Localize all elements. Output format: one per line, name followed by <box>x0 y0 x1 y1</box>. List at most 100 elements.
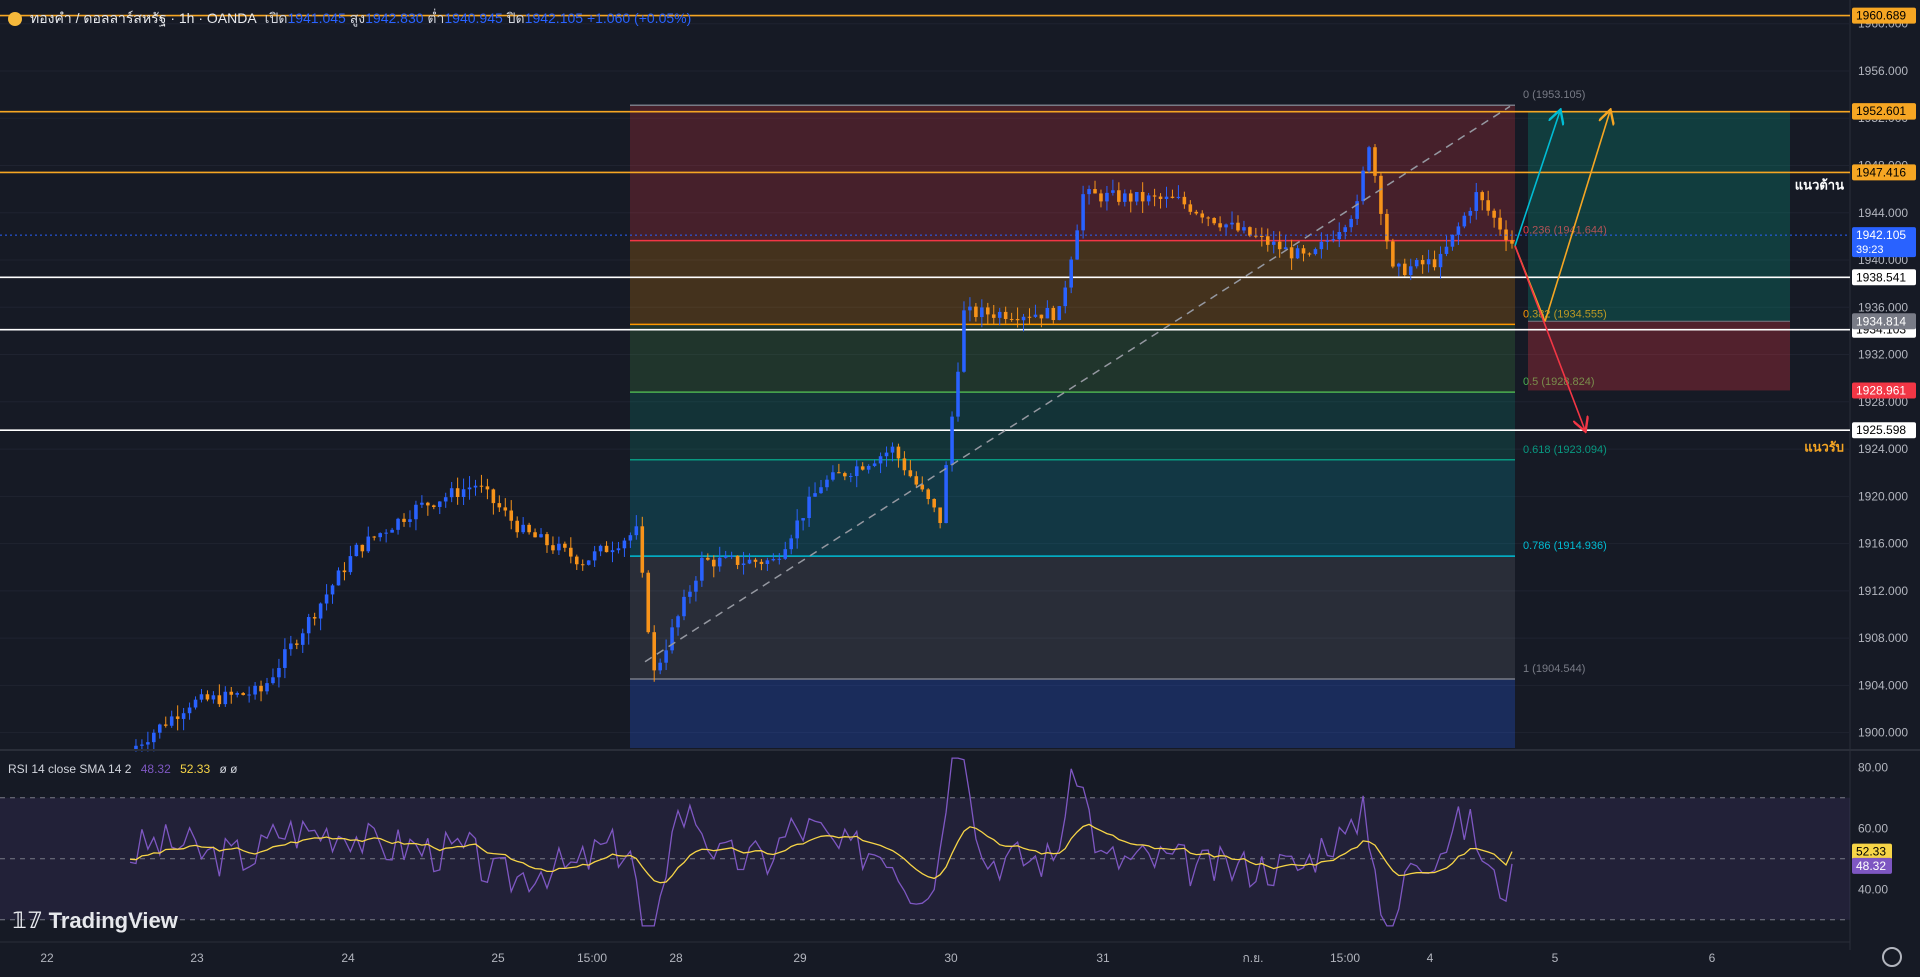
fib-level-label: 1 (1904.544) <box>1523 663 1585 675</box>
y-tick-label: 1932.000 <box>1858 348 1908 362</box>
candle-body <box>366 536 371 552</box>
candle-body <box>1128 193 1133 202</box>
candle-body <box>807 496 811 519</box>
level-badge <box>1852 269 1916 286</box>
candle-body <box>837 472 841 474</box>
candle-body <box>1212 217 1216 224</box>
y-tick-label: 1904.000 <box>1858 678 1908 692</box>
candle-body <box>1015 319 1020 321</box>
candle-body <box>950 416 954 466</box>
candle-body <box>1486 200 1490 211</box>
candle-body <box>545 534 549 546</box>
candle-body <box>1307 253 1312 255</box>
candle-body <box>354 544 359 557</box>
candle-body <box>1152 195 1157 197</box>
candle-body <box>574 556 579 565</box>
level-badge <box>1852 164 1916 181</box>
candle-body <box>890 446 895 453</box>
candle-body <box>271 677 275 684</box>
rsi-title[interactable]: RSI 14 close SMA 14 2 <box>8 762 132 776</box>
candle-body <box>1087 189 1091 195</box>
candle-body <box>1361 170 1365 202</box>
candle-body <box>682 596 686 617</box>
candle-body <box>1414 259 1419 267</box>
fib-zone-extension <box>630 678 1515 748</box>
candle-body <box>1492 210 1496 218</box>
candle-body <box>997 311 1002 318</box>
x-tick-label: 15:00 <box>577 951 607 965</box>
candle-body <box>878 456 883 464</box>
candle-body <box>1367 147 1371 171</box>
symbol-title[interactable]: ทองคำ / ดอลลาร์สหรัฐ · 1h · OANDA <box>30 10 257 26</box>
x-tick-label: 29 <box>793 951 807 965</box>
candle-body <box>1188 204 1193 212</box>
candle-body <box>1343 227 1347 232</box>
candle-body <box>765 560 770 565</box>
level-annotation: แนวต้าน <box>1795 177 1844 192</box>
candle-body <box>1355 201 1359 219</box>
candle-body <box>700 557 704 581</box>
candle-body <box>229 691 234 695</box>
x-tick-label: ก.ย. <box>1243 951 1264 965</box>
candle-body <box>634 526 639 536</box>
candle-body <box>408 519 412 522</box>
candle-body <box>157 724 162 733</box>
candle-body <box>223 691 228 705</box>
candle-body <box>759 561 764 565</box>
candle-body <box>706 557 710 560</box>
candle-body <box>694 580 698 592</box>
candle-body <box>676 616 680 628</box>
settings-gear-icon[interactable] <box>1882 947 1902 967</box>
fib-level-label: 0.5 (1928.824) <box>1523 376 1595 388</box>
candle-body <box>1123 193 1127 202</box>
x-tick-label: 25 <box>491 951 505 965</box>
candle-body <box>199 694 204 700</box>
y-tick-label: 1916.000 <box>1858 537 1908 551</box>
fib-level-label: 0 (1953.105) <box>1523 89 1585 101</box>
y-tick-label: 1920.000 <box>1858 489 1908 503</box>
candle-body <box>717 557 722 567</box>
candle-body <box>1081 194 1085 231</box>
candle-body <box>872 463 877 466</box>
candle-body <box>1057 306 1062 321</box>
fib-zone <box>630 556 1515 679</box>
candle-body <box>497 503 502 508</box>
candle-body <box>533 532 537 538</box>
candle-body <box>1021 316 1026 321</box>
candle-body <box>652 632 656 671</box>
candle-body <box>187 707 192 714</box>
y-tick-label: 1956.000 <box>1858 64 1908 78</box>
candle-body <box>312 617 317 619</box>
rsi-header: RSI 14 close SMA 14 2 48.32 52.33 ø ø <box>8 762 238 776</box>
y-tick-label: 1936.000 <box>1858 300 1908 314</box>
candle-body <box>1420 259 1425 265</box>
candle-body <box>1349 218 1353 228</box>
fib-level-label: 0.236 (1941.644) <box>1523 225 1607 237</box>
candle-body <box>1337 231 1342 240</box>
candle-body <box>866 465 871 470</box>
candle-body <box>342 570 347 573</box>
candle-body <box>1402 263 1407 276</box>
candle-body <box>253 685 257 695</box>
candle-body <box>1283 247 1288 250</box>
price-badge <box>1852 382 1916 399</box>
rsi-sma-badge <box>1852 843 1892 860</box>
candle-body <box>420 502 424 505</box>
candle-body <box>485 486 490 490</box>
candle-body <box>1301 248 1306 254</box>
candle-body <box>283 649 287 668</box>
low-value: 1940.945 <box>444 10 503 26</box>
candle-body <box>1438 253 1443 268</box>
candle-body <box>181 713 186 719</box>
candle-body <box>610 550 615 553</box>
candle-body <box>628 535 633 541</box>
rsi-tick-label: 40.00 <box>1858 882 1888 896</box>
candle-body <box>735 555 740 565</box>
candle-body <box>348 556 353 573</box>
fib-zone <box>630 392 1515 460</box>
candle-body <box>402 518 406 522</box>
candle-body <box>723 556 728 558</box>
candle-body <box>1117 190 1121 202</box>
candle-body <box>932 499 936 508</box>
